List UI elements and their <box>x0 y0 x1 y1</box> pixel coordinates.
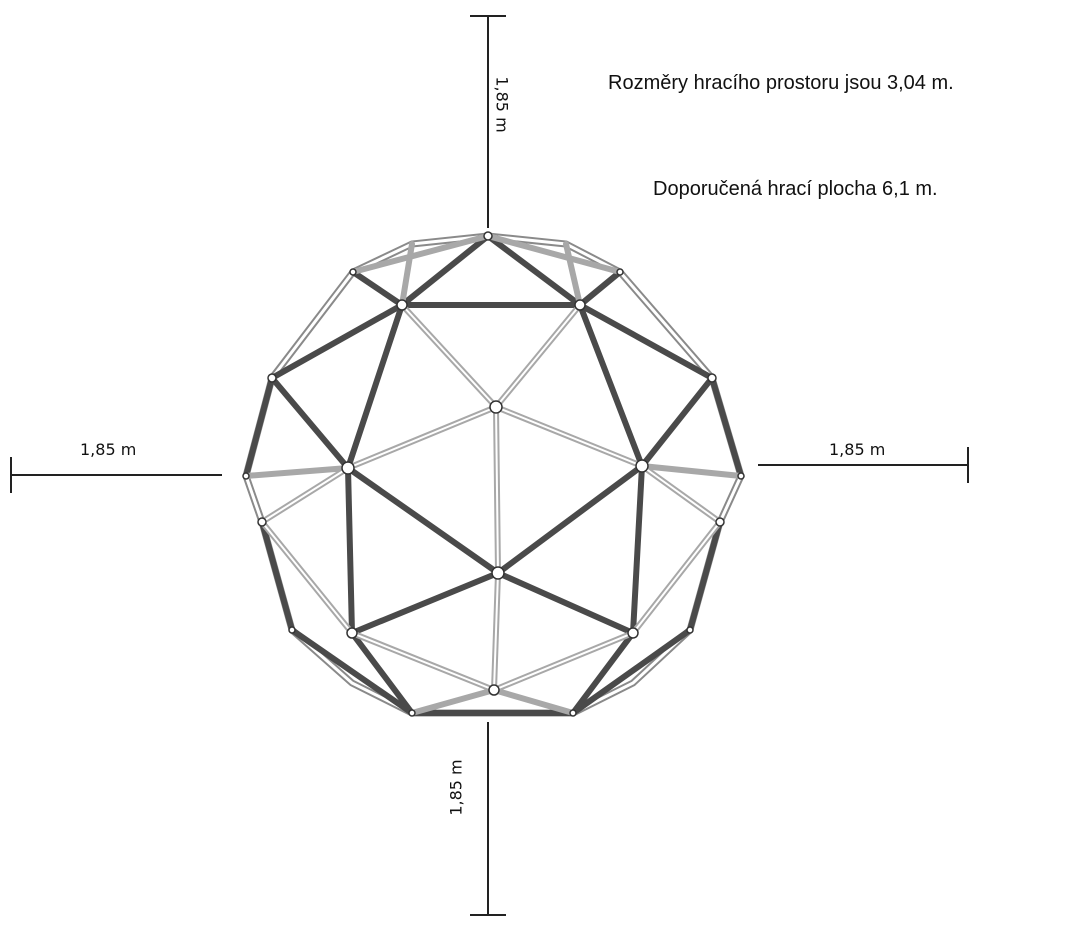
dimension-label-top: 1,85 m <box>492 76 512 133</box>
dimension-label-right: 1,85 m <box>829 440 886 459</box>
geodesic-dome <box>242 231 745 717</box>
recommended-area-note: Doporučená hrací plocha 6,1 m. <box>653 178 938 200</box>
dimension-label-left: 1,85 m <box>80 440 137 459</box>
dimension-lines <box>10 15 969 916</box>
play-area-note: Rozměry hracího prostoru jsou 3,04 m. <box>608 72 954 94</box>
dimension-label-bottom: 1,85 m <box>446 759 466 816</box>
